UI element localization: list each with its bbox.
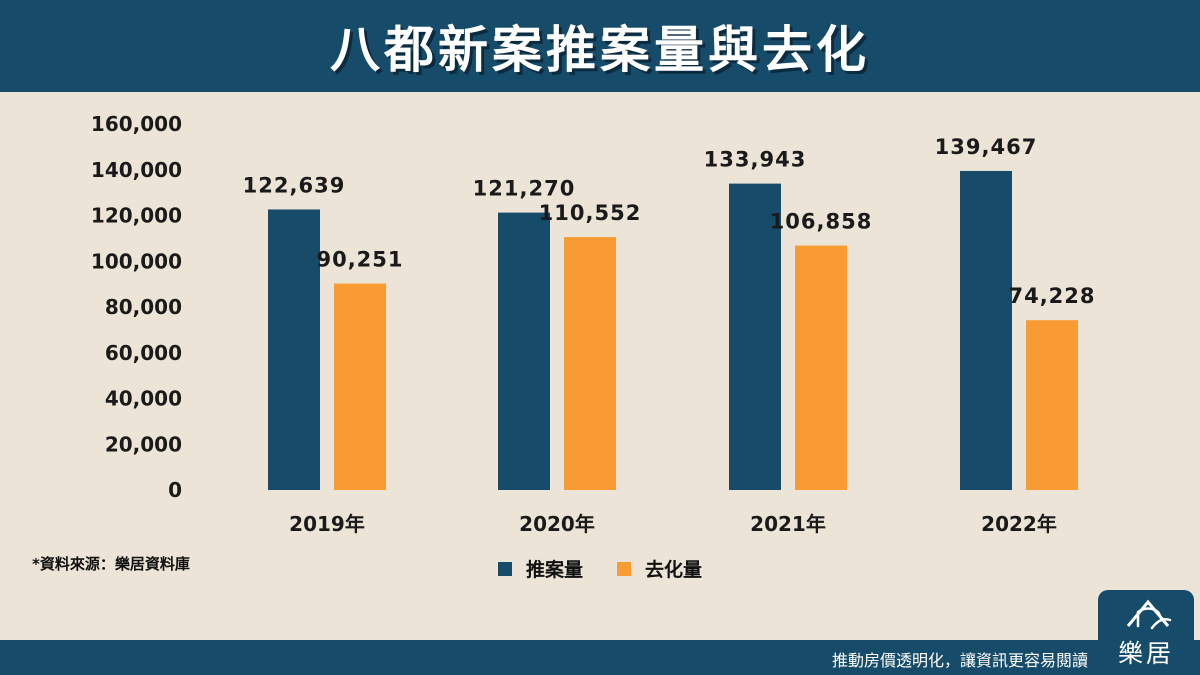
bar-series-0-0: [268, 209, 320, 490]
y-tick-label: 80,000: [105, 295, 182, 319]
legend-swatch-series-1: [617, 561, 632, 576]
bar-series-0-1: [498, 212, 550, 490]
x-category-label: 2019年: [289, 512, 365, 536]
x-category-label: 2022年: [981, 512, 1057, 536]
header-banner: 八都新案推案量與去化: [0, 0, 1200, 92]
y-tick-label: 40,000: [105, 387, 182, 411]
legend-label-series-0: 推案量: [526, 559, 584, 581]
data-label-series-1-2: 106,858: [770, 210, 873, 234]
bar-series-0-2: [729, 183, 781, 490]
data-label-series-0-1: 121,270: [473, 177, 576, 201]
x-category-label: 2021年: [750, 512, 826, 536]
y-tick-label: 0: [168, 478, 182, 502]
data-label-series-0-0: 122,639: [243, 173, 346, 197]
footer-bar: 推動房價透明化，讓資訊更容易閱讀: [0, 640, 1200, 675]
source-note: *資料來源：樂居資料庫: [32, 555, 190, 573]
legend-item-series-0: 推案量: [498, 555, 583, 582]
y-tick-label: 20,000: [105, 432, 182, 456]
data-label-series-0-2: 133,943: [704, 148, 807, 172]
data-label-series-1-3: 74,228: [1008, 284, 1095, 308]
y-tick-label: 60,000: [105, 341, 182, 365]
legend-item-series-1: 去化量: [617, 555, 702, 582]
y-tick-label: 120,000: [91, 204, 182, 228]
y-tick-label: 160,000: [91, 112, 182, 136]
y-tick-label: 100,000: [91, 249, 182, 273]
logo-text: 樂居: [1117, 639, 1174, 668]
chart-legend: 推案量 去化量: [498, 555, 736, 582]
brand-logo: 樂居: [1098, 590, 1194, 675]
x-category-label: 2020年: [519, 512, 595, 536]
bar-series-1-1: [564, 237, 616, 490]
house-icon: [1126, 599, 1172, 630]
bar-series-1-2: [795, 245, 847, 490]
data-label-series-1-1: 110,552: [539, 201, 642, 225]
legend-label-series-1: 去化量: [645, 559, 703, 581]
page-title: 八都新案推案量與去化: [330, 21, 870, 79]
data-label-series-0-3: 139,467: [935, 135, 1038, 159]
bar-series-1-0: [334, 283, 386, 490]
data-label-series-1-0: 90,251: [316, 248, 403, 272]
bar-series-1-3: [1026, 320, 1078, 490]
y-tick-label: 140,000: [91, 158, 182, 182]
footer-slogan: 推動房價透明化，讓資訊更容易閱讀: [831, 651, 1088, 670]
legend-swatch-series-0: [498, 561, 512, 576]
bar-series-0-3: [960, 170, 1012, 490]
